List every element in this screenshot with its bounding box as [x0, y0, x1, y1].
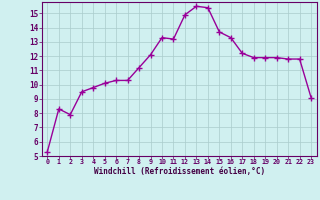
- X-axis label: Windchill (Refroidissement éolien,°C): Windchill (Refroidissement éolien,°C): [94, 167, 265, 176]
